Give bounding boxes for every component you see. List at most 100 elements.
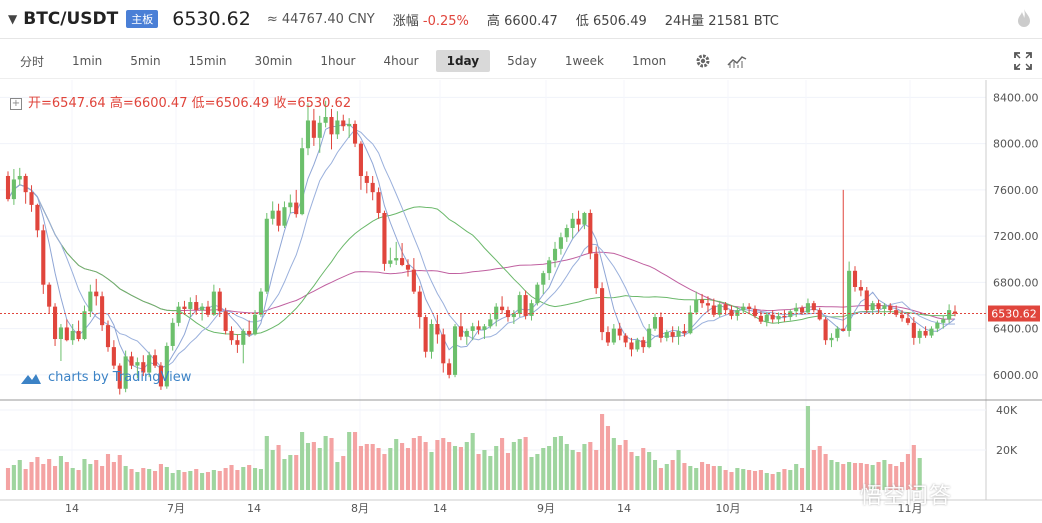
volume-tick-label: 20K [996, 444, 1018, 457]
change-value: -0.25% [422, 13, 469, 29]
volume-bar [29, 462, 34, 490]
candle-body [770, 314, 775, 320]
candle-body [670, 332, 675, 337]
candle-body [452, 326, 458, 375]
volume-bar [611, 438, 616, 490]
candle-body [264, 218, 269, 292]
volume-bar [570, 450, 575, 490]
price-chart[interactable]: 6000.00 6400.00 6800.00 7200.00 7600.00 8000.… [0, 80, 1042, 523]
volume-bar [429, 452, 434, 490]
volume-bar [282, 459, 287, 490]
candle-body [711, 305, 716, 315]
candle-body [447, 363, 452, 375]
candle-body [623, 335, 628, 343]
tf-15min[interactable]: 15min [188, 54, 227, 68]
time-tick-label: 8月 [351, 502, 369, 515]
candle-body [376, 192, 381, 213]
tf-4hour[interactable]: 4hour [383, 54, 419, 68]
volume-bar [564, 444, 569, 490]
volume-bar [605, 426, 611, 490]
change-label: 涨幅 [392, 13, 419, 29]
volume-bar [5, 468, 11, 490]
price-tick-label: 8000.00 [993, 138, 1039, 151]
tf-1min[interactable]: 1min [72, 54, 103, 68]
candle-body [864, 290, 869, 311]
candle-body [852, 270, 858, 287]
tf-1mon[interactable]: 1mon [632, 54, 667, 68]
candle-body [164, 345, 169, 387]
candle-body [582, 212, 587, 225]
tf-30min[interactable]: 30min [254, 54, 293, 68]
candle-body [605, 332, 611, 343]
volume-bar [82, 459, 87, 490]
last-price-tag [988, 305, 1040, 322]
tf-1day[interactable]: 1day [435, 50, 491, 72]
candle-body [658, 317, 663, 338]
candle-body [800, 307, 805, 313]
chevron-down-icon[interactable]: ▼ [8, 12, 18, 26]
low-value-legend: 6506.49 [215, 96, 270, 111]
volume-bar [94, 460, 99, 490]
volume-bar [300, 432, 305, 490]
tf-1hour[interactable]: 1hour [320, 54, 356, 68]
candle-body [229, 330, 234, 341]
time-tick-label: 14 [799, 502, 813, 515]
candle-body [570, 218, 575, 229]
time-tick-label: 11月 [898, 502, 923, 515]
candle-body [729, 310, 734, 316]
candle-body [158, 365, 163, 387]
candle-body [747, 306, 752, 309]
candle-body [435, 323, 440, 335]
volume-bar [800, 468, 805, 490]
candle-body [70, 330, 75, 341]
volume-bar [747, 470, 752, 490]
candle-body [641, 340, 646, 348]
board-badge: 主板 [126, 10, 159, 28]
candle-body [417, 291, 422, 318]
tf-fenshi[interactable]: 分时 [20, 54, 45, 69]
volume-bar [582, 444, 587, 490]
volume-bar [652, 460, 658, 490]
candle-body [400, 258, 405, 266]
candle-body [558, 237, 563, 249]
candle-body [464, 330, 469, 337]
time-tick-label: 14 [433, 502, 447, 515]
collapse-icon[interactable]: + [10, 97, 22, 110]
volume-bar [500, 438, 505, 490]
volume-bar [635, 456, 640, 490]
wukong-watermark: 悟空问答 [860, 484, 953, 509]
tf-5day[interactable]: 5day [507, 54, 537, 68]
volume-bar [88, 464, 93, 490]
candle-body [676, 330, 681, 337]
candle-body [147, 355, 152, 373]
volume-bar [258, 469, 263, 490]
volume-bar [76, 470, 81, 490]
candle-body [294, 202, 299, 215]
gear-icon[interactable] [692, 50, 714, 72]
fullscreen-icon[interactable] [1014, 52, 1032, 70]
candle-body [182, 306, 187, 309]
candle-body [511, 313, 516, 318]
indicators-icon[interactable] [726, 50, 748, 72]
candle-body [547, 260, 552, 274]
candle-body [441, 334, 446, 364]
candle-body [576, 218, 581, 225]
candle-body [188, 302, 193, 309]
volume-bar [576, 452, 581, 490]
volume-tick-label: 40K [996, 404, 1018, 417]
volume-bar [670, 460, 675, 490]
candle-body [347, 123, 352, 127]
volume-bar [811, 450, 816, 490]
volume-bar [288, 455, 293, 490]
volume-bar [200, 473, 205, 490]
tf-5min[interactable]: 5min [130, 54, 161, 68]
pair-selector[interactable]: ▼ BTC/USDT 主板 [8, 9, 159, 29]
tf-1week[interactable]: 1week [564, 54, 604, 68]
candle-body [194, 302, 199, 311]
candle-body [429, 323, 434, 352]
volume-bar [176, 470, 181, 490]
tradingview-credit[interactable]: charts by TradingView [20, 370, 191, 385]
cny-price: ≈ 44767.40 CNY [266, 11, 375, 27]
volume-bar [723, 470, 728, 490]
candle-body [476, 326, 481, 330]
